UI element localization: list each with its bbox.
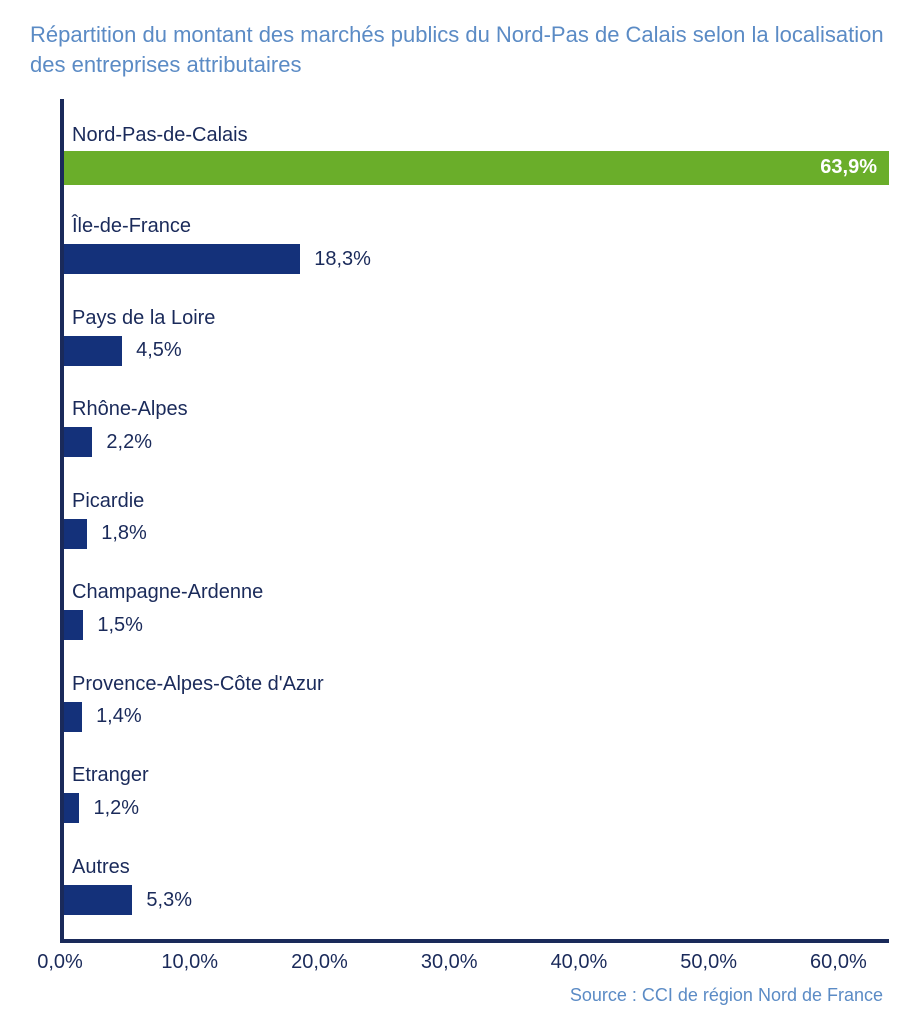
bar-label: Etranger: [64, 764, 889, 787]
bar-group: Nord-Pas-de-Calais 63,9%: [64, 124, 889, 183]
bar-row: 63,9%: [64, 153, 889, 183]
x-axis: 0,0% 10,0% 20,0% 30,0% 40,0% 50,0% 60,0%: [60, 943, 889, 979]
bar-row: 1,2%: [64, 793, 889, 823]
bar-group: Île-de-France 18,3%: [64, 215, 889, 274]
bar-row: 4,5%: [64, 336, 889, 366]
chart-container: Répartition du montant des marchés publi…: [0, 0, 919, 1026]
bar: [64, 793, 79, 823]
bar-group: Autres 5,3%: [64, 856, 889, 915]
bar-group: Rhône-Alpes 2,2%: [64, 398, 889, 457]
bar-group: Champagne-Ardenne 1,5%: [64, 581, 889, 640]
x-tick-label: 20,0%: [291, 951, 348, 974]
bar: [64, 336, 122, 366]
bar-value: 1,8%: [87, 522, 147, 545]
bar: 63,9%: [64, 151, 889, 185]
bar-label: Île-de-France: [64, 215, 889, 238]
bar-value: 1,5%: [83, 614, 143, 637]
bar-label: Rhône-Alpes: [64, 398, 889, 421]
bar-label: Autres: [64, 856, 889, 879]
bars-area: Nord-Pas-de-Calais 63,9% Île-de-France 1…: [64, 99, 889, 939]
x-tick-label: 0,0%: [37, 951, 83, 974]
bar-value: 18,3%: [300, 248, 371, 271]
bar-value: 1,2%: [79, 797, 139, 820]
bar-row: 1,8%: [64, 519, 889, 549]
bar-group: Pays de la Loire 4,5%: [64, 307, 889, 366]
bar-row: 1,5%: [64, 610, 889, 640]
x-tick-label: 30,0%: [421, 951, 478, 974]
bar-value: 5,3%: [132, 889, 192, 912]
bar-row: 2,2%: [64, 427, 889, 457]
bar-label: Provence-Alpes-Côte d'Azur: [64, 673, 889, 696]
bar-value: 4,5%: [122, 339, 182, 362]
bar-group: Etranger 1,2%: [64, 764, 889, 823]
x-tick-label: 60,0%: [810, 951, 867, 974]
bar: [64, 610, 83, 640]
bar-row: 5,3%: [64, 885, 889, 915]
bar-value: 63,9%: [820, 156, 877, 179]
bar-value: 1,4%: [82, 705, 142, 728]
bar-row: 1,4%: [64, 702, 889, 732]
bar-row: 18,3%: [64, 244, 889, 274]
plot-area: Nord-Pas-de-Calais 63,9% Île-de-France 1…: [60, 99, 889, 943]
bar-value: 2,2%: [92, 431, 152, 454]
bar: [64, 427, 92, 457]
bar-label: Nord-Pas-de-Calais: [64, 124, 889, 147]
bar: [64, 519, 87, 549]
chart-title: Répartition du montant des marchés publi…: [20, 20, 899, 99]
bar-label: Pays de la Loire: [64, 307, 889, 330]
bar-label: Picardie: [64, 490, 889, 513]
bar: [64, 885, 132, 915]
bar: [64, 702, 82, 732]
bar-group: Picardie 1,8%: [64, 490, 889, 549]
x-tick-label: 10,0%: [161, 951, 218, 974]
bar: [64, 244, 300, 274]
bar-group: Provence-Alpes-Côte d'Azur 1,4%: [64, 673, 889, 732]
x-tick-label: 40,0%: [551, 951, 608, 974]
bar-label: Champagne-Ardenne: [64, 581, 889, 604]
chart-source: Source : CCI de région Nord de France: [20, 985, 899, 1006]
x-tick-label: 50,0%: [680, 951, 737, 974]
